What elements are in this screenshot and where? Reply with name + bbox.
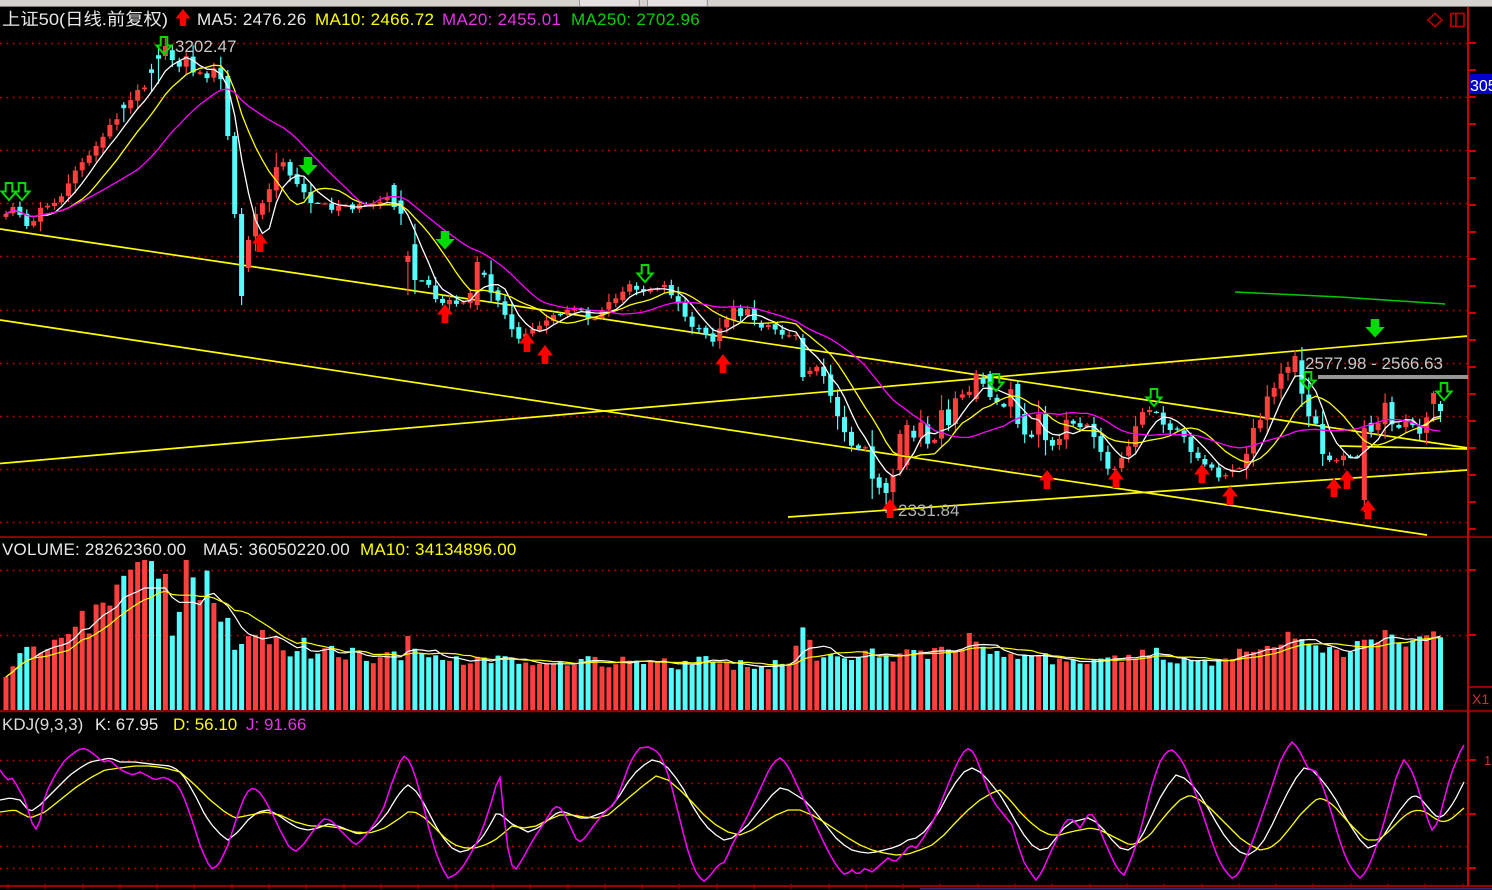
svg-text:MA5: 2476.26: MA5: 2476.26	[197, 10, 306, 29]
svg-text:3202.47: 3202.47	[175, 37, 236, 56]
svg-text:MA10: 2466.72: MA10: 2466.72	[315, 10, 434, 29]
svg-text:MA250: 2702.96: MA250: 2702.96	[571, 10, 700, 29]
svg-text:K: 67.95: K: 67.95	[95, 715, 158, 734]
svg-text:MA10: 34134896.00: MA10: 34134896.00	[360, 540, 517, 559]
svg-text:D: 56.10: D: 56.10	[173, 715, 237, 734]
svg-text:VOLUME: 28262360.00: VOLUME: 28262360.00	[2, 540, 186, 559]
svg-text:上证50(日线.前复权): 上证50(日线.前复权)	[2, 10, 168, 29]
svg-text:KDJ(9,3,3): KDJ(9,3,3)	[2, 715, 83, 734]
svg-text:J: 91.66: J: 91.66	[246, 715, 307, 734]
svg-text:2577.98 - 2566.63: 2577.98 - 2566.63	[1305, 354, 1443, 373]
svg-text:X1: X1	[1472, 691, 1489, 707]
svg-text:MA5: 36050220.00: MA5: 36050220.00	[203, 540, 350, 559]
svg-text:1: 1	[1484, 753, 1491, 768]
svg-text:MA20: 2455.01: MA20: 2455.01	[442, 10, 561, 29]
svg-text:2331.84: 2331.84	[898, 501, 959, 520]
svg-text:3050: 3050	[1470, 78, 1492, 95]
